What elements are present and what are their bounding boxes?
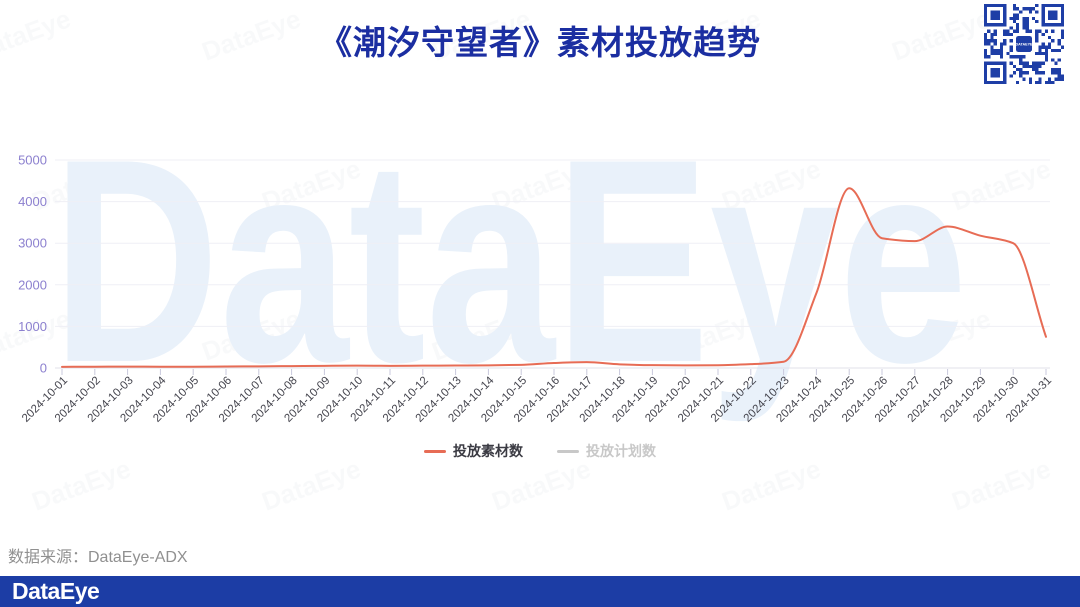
watermark-tile: DataEye	[198, 303, 305, 367]
page-title: 《潮汐守望者》素材投放趋势	[319, 24, 761, 61]
x-axis-label: 2024-10-05	[151, 375, 201, 425]
x-axis-label: 2024-10-12	[381, 375, 431, 425]
x-axis-label: 2024-10-28	[906, 375, 956, 425]
x-axis-label: 2024-10-07	[217, 375, 267, 425]
watermark-tile: DataEye	[488, 153, 595, 217]
watermark-tile: DataEye	[888, 303, 995, 367]
chart-legend: 投放素材数 投放计划数	[0, 441, 1080, 461]
legend-label: 投放计划数	[586, 443, 656, 459]
x-axis-label: 2024-10-18	[578, 375, 628, 425]
x-axis-label: 2024-10-02	[53, 375, 103, 425]
watermark-tile: DataEye	[28, 453, 135, 517]
x-axis-label: 2024-10-21	[676, 375, 726, 425]
x-axis-label: 2024-10-29	[938, 375, 988, 425]
watermark-tile: DataEye	[28, 153, 135, 217]
x-axis-label: 2024-10-09	[282, 375, 332, 425]
watermark-tile: DataEye	[258, 453, 365, 517]
watermark-tile: DataEye	[428, 303, 535, 367]
x-axis-label: 2024-10-04	[118, 374, 169, 425]
qr-code: DATAEYE	[984, 4, 1064, 84]
watermark-tile: DataEye	[948, 153, 1055, 217]
footer-bar: DataEye	[0, 576, 1080, 607]
x-axis-label: 2024-10-27	[873, 375, 923, 425]
svg-text:DATAEYE: DATAEYE	[1016, 42, 1034, 46]
y-axis-label: 4000	[18, 194, 47, 209]
x-axis-label: 2024-10-31	[1004, 375, 1054, 425]
watermark-tile: DataEye	[658, 303, 765, 367]
x-axis-label: 2024-10-10	[315, 375, 365, 425]
x-axis-label: 2024-10-16	[512, 375, 562, 425]
legend-item-plans[interactable]: 投放计划数	[557, 441, 656, 461]
x-axis-label: 2024-10-26	[840, 375, 890, 425]
legend-label: 投放素材数	[453, 443, 523, 459]
x-axis-label: 2024-10-15	[479, 375, 529, 425]
x-axis-label: 2024-10-01	[20, 375, 70, 425]
watermark-tile: DataEye	[948, 453, 1055, 517]
y-axis-label: 2000	[18, 277, 47, 292]
y-axis-label: 1000	[18, 319, 47, 334]
x-axis-label: 2024-10-22	[709, 375, 759, 425]
x-axis-label: 2024-10-11	[349, 375, 398, 424]
x-axis-label: 2024-10-13	[414, 375, 464, 425]
watermark-logo: DataEye	[52, 99, 968, 423]
line-marker-icon	[557, 449, 579, 453]
watermark-tile: DataEye	[0, 303, 75, 367]
x-axis-label: 2024-10-30	[971, 375, 1021, 425]
y-axis-label: 3000	[18, 236, 47, 251]
x-axis-label: 2024-10-20	[643, 375, 693, 425]
x-axis-label: 2024-10-17	[545, 375, 595, 425]
x-axis-label: 2024-10-23	[742, 375, 792, 425]
data-source-note: 数据来源：DataEye-ADX	[8, 549, 188, 566]
dataeye-logo: DataEye	[12, 578, 100, 604]
watermark-tile: DataEye	[718, 153, 825, 217]
x-axis-label: 2024-10-06	[184, 375, 234, 425]
x-axis-label: 2024-10-25	[807, 375, 857, 425]
watermark-tile: DataEye	[488, 453, 595, 517]
x-axis-label: 2024-10-19	[610, 375, 660, 425]
x-axis-label: 2024-10-03	[86, 375, 136, 425]
watermark-tile: DataEye	[258, 153, 365, 217]
y-axis-label: 5000	[18, 153, 47, 168]
y-axis-label: 0	[40, 361, 47, 376]
x-axis-label: 2024-10-14	[446, 374, 497, 425]
watermark-tile: DataEye	[718, 453, 825, 517]
series-line	[61, 187, 1047, 368]
line-marker-icon	[424, 449, 446, 453]
x-axis-label: 2024-10-24	[774, 374, 825, 425]
x-axis-label: 2024-10-08	[250, 375, 300, 425]
legend-item-materials[interactable]: 投放素材数	[424, 441, 523, 461]
